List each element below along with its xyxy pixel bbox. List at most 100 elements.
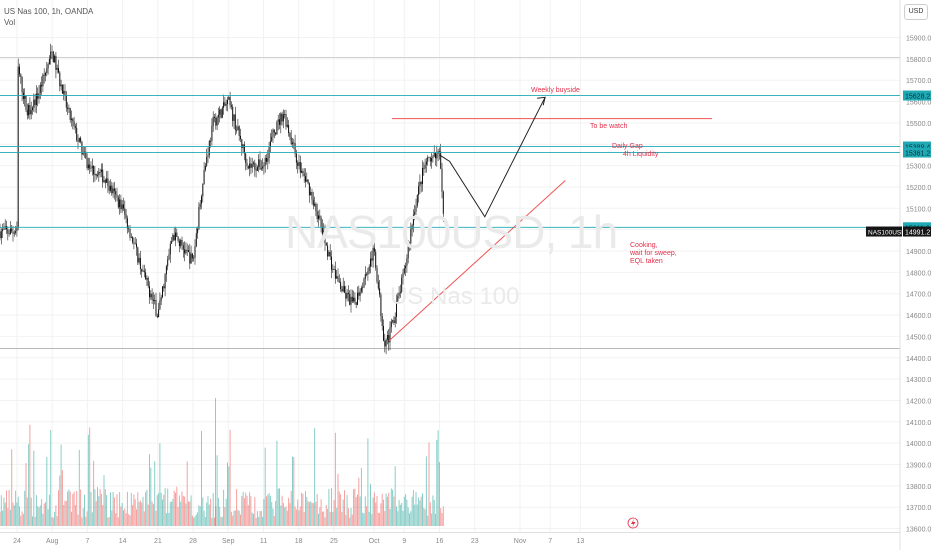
candle-body bbox=[225, 104, 227, 106]
candle-body bbox=[7, 229, 9, 234]
candle-body bbox=[67, 107, 69, 109]
candle-body bbox=[68, 108, 70, 109]
candle-body bbox=[43, 74, 45, 76]
candle-body bbox=[331, 256, 332, 270]
candle-body bbox=[351, 296, 353, 302]
candle-body bbox=[15, 231, 17, 233]
volume-bar bbox=[3, 497, 5, 526]
volume-bar bbox=[393, 496, 395, 526]
candle-body bbox=[113, 188, 115, 192]
candle-body bbox=[428, 157, 430, 159]
volume-bar bbox=[24, 490, 26, 526]
candle-body bbox=[28, 105, 30, 116]
candle-body bbox=[398, 292, 400, 296]
volume-bar bbox=[436, 439, 438, 526]
volume-bar bbox=[242, 491, 244, 526]
candle-body bbox=[337, 276, 339, 282]
volume-bar bbox=[272, 508, 274, 526]
candle-body bbox=[80, 137, 82, 142]
candle-body bbox=[61, 84, 63, 94]
volume-bar bbox=[120, 506, 122, 526]
watermark-symbol: NAS100USD, 1h bbox=[285, 206, 618, 258]
volume-bar bbox=[51, 516, 53, 526]
candle-body bbox=[134, 242, 136, 244]
x-tick-label: 9 bbox=[402, 538, 406, 545]
candle-body bbox=[108, 186, 110, 191]
candle-body bbox=[249, 163, 251, 169]
volume-bar bbox=[314, 428, 316, 526]
volume-bar bbox=[337, 473, 339, 526]
candle-body bbox=[379, 288, 381, 295]
candle-body bbox=[256, 166, 258, 171]
candle-body bbox=[197, 228, 199, 234]
y-tick-label: 15800.0 bbox=[906, 57, 931, 64]
projection-arrowhead bbox=[537, 96, 546, 106]
candle-body bbox=[396, 301, 397, 317]
volume-bar bbox=[441, 513, 443, 526]
volume-bar bbox=[104, 489, 106, 526]
volume-bar bbox=[94, 489, 96, 526]
candle-body bbox=[214, 117, 215, 118]
volume-bar bbox=[193, 517, 195, 526]
volume-bar bbox=[232, 515, 234, 526]
candle-body bbox=[71, 118, 72, 120]
volume-bar bbox=[389, 508, 391, 526]
volume-bar bbox=[203, 510, 205, 526]
candle-body bbox=[228, 97, 230, 100]
candle-body bbox=[319, 215, 321, 218]
volume-bar bbox=[425, 456, 427, 526]
candle-body bbox=[347, 292, 349, 294]
candle-body bbox=[336, 276, 338, 279]
y-tick-label: 13800.0 bbox=[906, 484, 931, 491]
y-tick-label: 14900.0 bbox=[906, 249, 931, 256]
volume-bar bbox=[210, 498, 212, 526]
last-price-badge bbox=[903, 226, 931, 237]
candle-body bbox=[393, 320, 395, 323]
volume-bar bbox=[440, 508, 442, 526]
candle-body bbox=[224, 102, 226, 106]
volume-bar bbox=[406, 499, 408, 526]
volume-bar bbox=[243, 498, 245, 526]
price-level-badge bbox=[903, 141, 931, 152]
volume-bar bbox=[197, 512, 199, 526]
candle-body bbox=[156, 315, 158, 318]
volume-bar bbox=[86, 511, 88, 526]
volume-bar bbox=[416, 504, 418, 526]
volume-bar bbox=[423, 507, 425, 526]
candle-body bbox=[104, 180, 106, 183]
volume-bar bbox=[280, 505, 282, 526]
candle-body bbox=[60, 84, 62, 87]
volume-bar bbox=[437, 430, 439, 526]
volume-bar bbox=[383, 499, 384, 526]
volume-bar bbox=[245, 492, 247, 526]
candle-body bbox=[293, 142, 295, 144]
volume-bar bbox=[25, 463, 27, 526]
volume-bar bbox=[182, 495, 184, 526]
candle-body bbox=[190, 253, 192, 264]
candle-body bbox=[372, 247, 374, 261]
volume-bar bbox=[438, 462, 440, 526]
volume-bar bbox=[230, 511, 232, 526]
volume-bar bbox=[185, 503, 187, 526]
candle-body bbox=[175, 232, 176, 241]
volume-bar bbox=[195, 514, 197, 526]
candle-body bbox=[318, 215, 319, 219]
candle-body bbox=[230, 105, 232, 107]
candle-body bbox=[314, 203, 316, 206]
candle-body bbox=[414, 211, 416, 215]
volume-bar bbox=[254, 497, 256, 526]
volume-bar bbox=[394, 466, 396, 526]
candle-body bbox=[35, 93, 37, 105]
candle-body bbox=[87, 164, 89, 169]
candle-body bbox=[371, 258, 373, 261]
volume-bar bbox=[163, 494, 165, 526]
candle-body bbox=[260, 168, 262, 170]
currency-button[interactable]: USD bbox=[904, 4, 928, 20]
volume-bar bbox=[399, 504, 401, 526]
candle-body bbox=[46, 68, 48, 73]
volume-bar bbox=[377, 512, 379, 526]
volume-bar bbox=[435, 513, 436, 526]
volume-bar bbox=[82, 508, 84, 526]
volume-bar bbox=[121, 503, 123, 526]
